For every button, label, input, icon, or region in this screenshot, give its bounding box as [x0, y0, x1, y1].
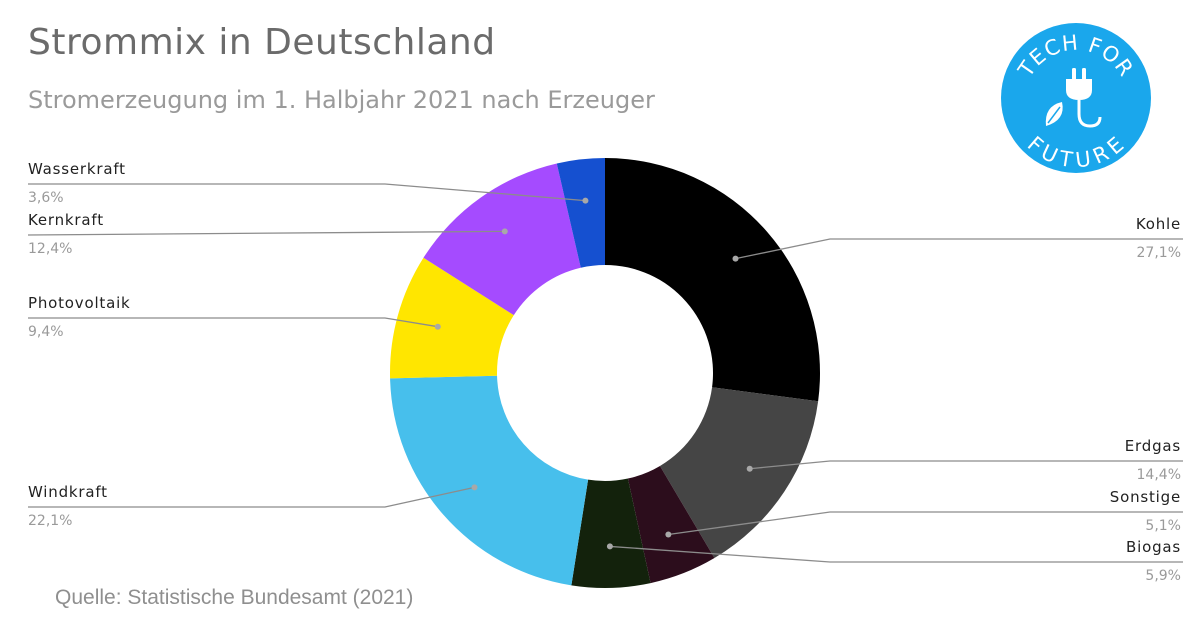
chart-subtitle: Stromerzeugung im 1. Halbjahr 2021 nach …	[28, 86, 655, 114]
slices-layer	[390, 158, 820, 588]
source-note: Quelle: Statistische Bundesamt (2021)	[55, 586, 414, 609]
leader-line-biogas	[609, 545, 1183, 563]
value-label-wasserkraft: 3,6%	[28, 190, 64, 206]
leader-line-erdgas	[749, 460, 1183, 470]
label-photovoltaik: Photovoltaik	[28, 294, 131, 312]
leader-line-kohle	[735, 238, 1183, 260]
leaders-layer	[27, 183, 1183, 563]
leader-dot-photovoltaik	[434, 323, 441, 330]
value-label-sonstige: 5,1%	[1145, 518, 1181, 534]
leader-line-kernkraft	[27, 230, 505, 236]
plug-leaf-icon	[1045, 68, 1102, 128]
label-windkraft: Windkraft	[28, 483, 108, 501]
tech-for-future-logo: TECH FOR FUTURE	[1000, 22, 1152, 174]
label-biogas: Biogas	[1126, 538, 1181, 556]
leader-dot-sonstige	[665, 531, 672, 538]
value-label-kernkraft: 12,4%	[28, 241, 72, 257]
value-label-kohle: 27,1%	[1137, 245, 1181, 261]
slice-kernkraft	[423, 163, 581, 316]
value-label-photovoltaik: 9,4%	[28, 324, 64, 340]
labels-layer: Kohle 27,1% Erdgas 14,4% Sonstige 5,1% Biogas 5…	[28, 160, 1181, 584]
leader-dot-biogas	[606, 543, 613, 550]
leader-line-wasserkraft	[28, 183, 586, 202]
leader-dot-kernkraft	[501, 228, 508, 235]
leader-dot-wasserkraft	[582, 197, 589, 204]
leader-dot-erdgas	[746, 465, 753, 472]
slice-sonstige	[627, 465, 715, 584]
label-sonstige: Sonstige	[1110, 488, 1181, 506]
leader-line-sonstige	[668, 511, 1183, 536]
leader-line-windkraft	[28, 486, 475, 508]
leader-dot-kohle	[732, 255, 739, 262]
slice-photovoltaik	[390, 257, 514, 379]
label-wasserkraft: Wasserkraft	[28, 160, 126, 178]
value-label-biogas: 5,9%	[1145, 568, 1181, 584]
label-kohle: Kohle	[1136, 215, 1181, 233]
slice-biogas	[571, 478, 651, 588]
slice-windkraft	[390, 375, 589, 586]
leader-line-photovoltaik	[28, 317, 438, 328]
value-label-erdgas: 14,4%	[1137, 467, 1181, 483]
slice-wasserkraft	[556, 158, 605, 268]
leader-dot-windkraft	[471, 484, 478, 491]
label-erdgas: Erdgas	[1125, 437, 1181, 455]
slice-erdgas	[659, 387, 819, 559]
chart-title: Strommix in Deutschland	[28, 22, 496, 63]
value-label-windkraft: 22,1%	[28, 513, 72, 529]
slice-kohle	[605, 158, 820, 402]
label-kernkraft: Kernkraft	[28, 211, 104, 229]
